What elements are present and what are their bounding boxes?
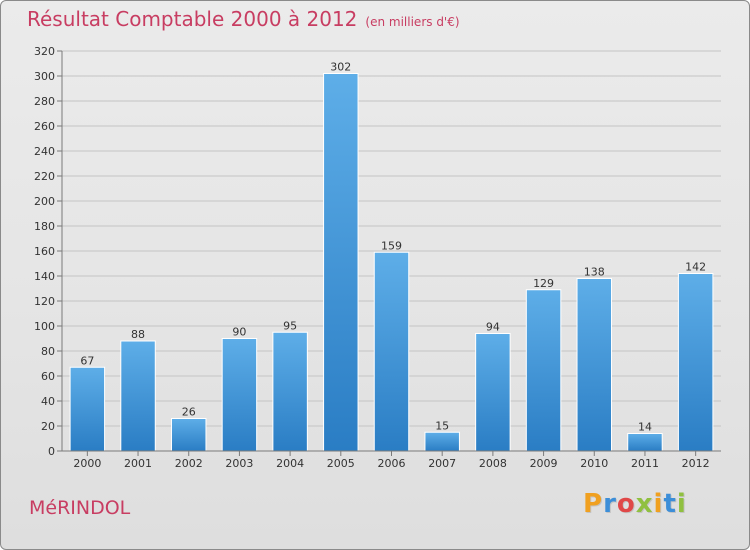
chart-title-text: Résultat Comptable 2000 à 2012 — [27, 7, 358, 31]
x-tick-label: 2010 — [580, 457, 608, 470]
x-tick-label: 2004 — [276, 457, 304, 470]
y-tick-label: 40 — [41, 395, 55, 408]
data-label: 138 — [584, 266, 605, 279]
data-label: 15 — [435, 419, 449, 432]
logo-letter: i — [676, 489, 687, 519]
y-tick-label: 60 — [41, 370, 55, 383]
logo-letter: r — [603, 489, 617, 519]
bar — [69, 366, 106, 452]
logo-letter: o — [616, 489, 636, 519]
x-tick-label: 2012 — [682, 457, 710, 470]
logo-letter: P — [583, 489, 604, 519]
bar — [677, 273, 714, 452]
logo-letter: i — [653, 489, 664, 519]
bar — [170, 418, 207, 452]
y-tick-label: 320 — [34, 45, 55, 58]
axes — [57, 50, 721, 456]
bar — [576, 278, 613, 452]
y-tick-label: 0 — [48, 445, 55, 458]
y-tick-label: 100 — [34, 320, 55, 333]
x-tick-label: 2008 — [479, 457, 507, 470]
data-label: 90 — [232, 326, 246, 339]
x-tick-label: 2001 — [124, 457, 152, 470]
x-tick-label: 2003 — [225, 457, 253, 470]
data-label: 95 — [283, 319, 297, 332]
y-tick-label: 240 — [34, 145, 55, 158]
labels: 0 20 40 60 80 100 120 140 160 180 200 220 240 260 280 3… — [34, 45, 710, 470]
data-label: 14 — [638, 421, 652, 434]
logo-letter: x — [635, 489, 654, 519]
x-tick-label: 2005 — [327, 457, 355, 470]
y-tick-label: 120 — [34, 295, 55, 308]
x-tick-label: 2009 — [530, 457, 558, 470]
bar — [272, 331, 308, 452]
bar — [323, 73, 359, 452]
bar — [221, 338, 258, 452]
x-tick-label: 2011 — [631, 457, 659, 470]
bars — [69, 73, 714, 452]
y-tick-label: 300 — [34, 70, 55, 83]
data-label: 88 — [131, 328, 145, 341]
data-label: 67 — [80, 354, 94, 367]
y-tick-label: 220 — [34, 170, 55, 183]
data-label: 26 — [182, 406, 196, 419]
y-tick-label: 140 — [34, 270, 55, 283]
bar — [373, 251, 410, 452]
municipality-name: MéRINDOL — [29, 497, 131, 519]
bar — [525, 289, 562, 452]
y-tick-label: 80 — [41, 345, 55, 358]
y-tick-label: 180 — [34, 220, 55, 233]
data-label: 94 — [486, 321, 500, 334]
y-tick-label: 200 — [34, 195, 55, 208]
bar — [475, 333, 511, 452]
data-label: 142 — [685, 261, 706, 274]
proxiti-logo: Proxiti — [583, 489, 687, 519]
y-tick-label: 20 — [41, 420, 55, 433]
bar — [120, 340, 156, 452]
chart-subtitle: (en milliers d'€) — [365, 15, 460, 29]
bar — [627, 433, 663, 452]
y-tick-label: 260 — [34, 120, 55, 133]
x-tick-label: 2007 — [428, 457, 456, 470]
chart-title: Résultat Comptable 2000 à 2012 (en millie… — [27, 7, 460, 31]
y-tick-label: 160 — [34, 245, 55, 258]
data-label: 159 — [381, 239, 402, 252]
x-tick-label: 2006 — [378, 457, 406, 470]
data-label: 129 — [533, 277, 554, 290]
y-tick-label: 280 — [34, 95, 55, 108]
data-label: 302 — [330, 61, 351, 74]
x-tick-label: 2002 — [175, 457, 203, 470]
logo-letter: t — [663, 489, 677, 519]
x-tick-label: 2000 — [73, 457, 101, 470]
bar — [424, 431, 460, 452]
